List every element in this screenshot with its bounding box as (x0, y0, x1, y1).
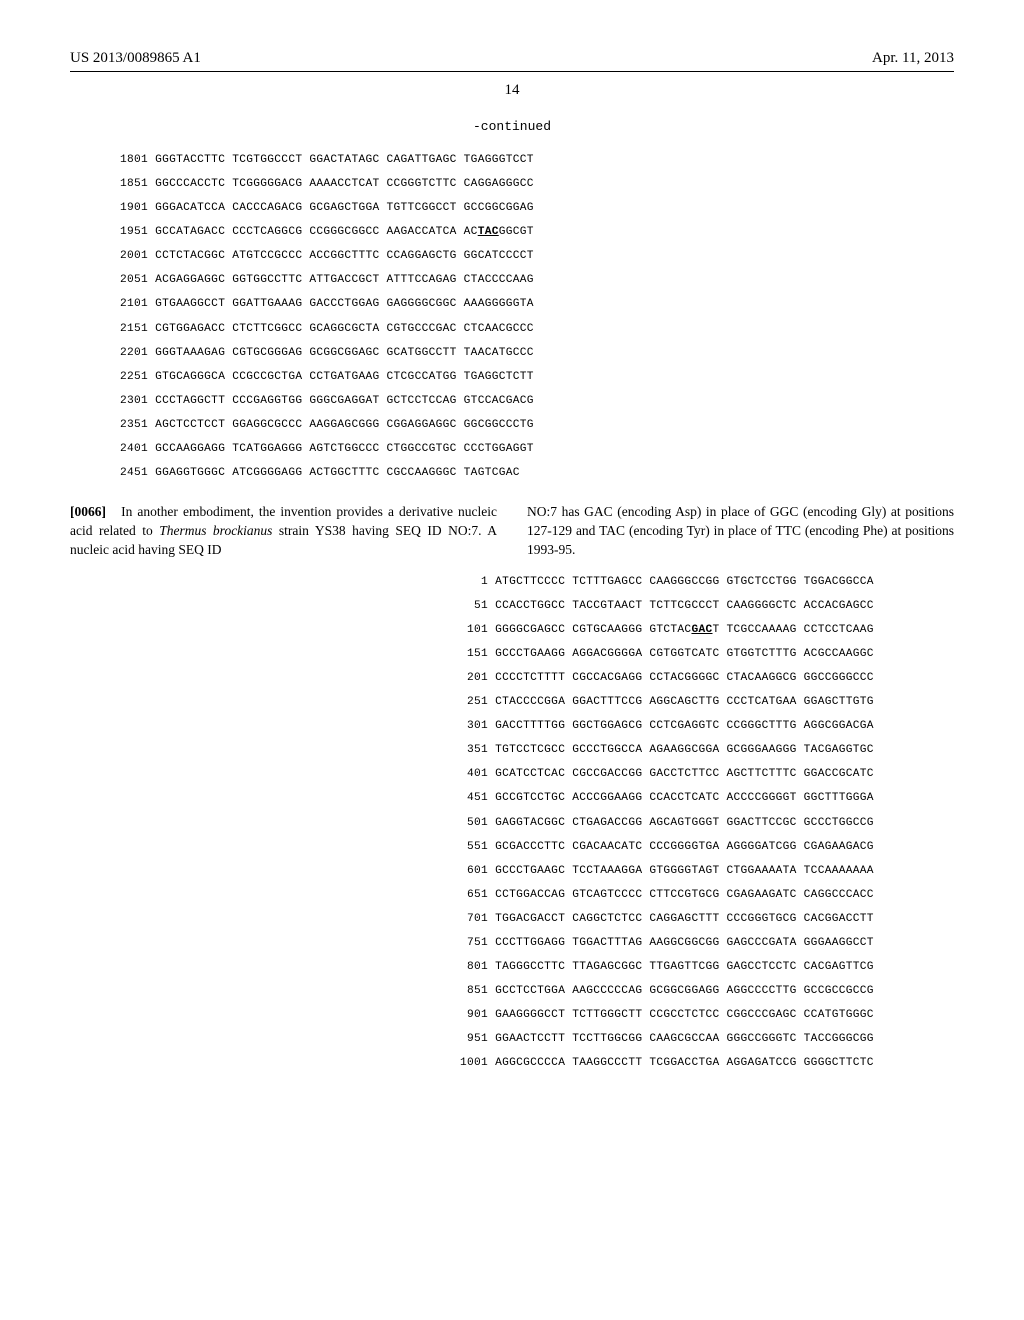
publication-date: Apr. 11, 2013 (872, 50, 954, 67)
sequence-block-2: 1 ATGCTTCCCC TCTTTGAGCC CAAGGGCCGG GTGCT… (460, 570, 954, 1076)
continued-label: -continued (70, 119, 954, 134)
page-header: US 2013/0089865 A1 Apr. 11, 2013 (70, 50, 954, 67)
page-container: US 2013/0089865 A1 Apr. 11, 2013 14 -con… (0, 0, 1024, 1320)
header-rule (70, 71, 954, 72)
paragraph-right-text: NO:7 has GAC (encoding Asp) in place of … (527, 504, 954, 557)
publication-number: US 2013/0089865 A1 (70, 50, 201, 67)
paragraph-left-column: [0066] In another embodiment, the invent… (70, 503, 497, 560)
paragraph-right-column: NO:7 has GAC (encoding Asp) in place of … (527, 503, 954, 560)
paragraph-row: [0066] In another embodiment, the invent… (70, 503, 954, 560)
paragraph-number: [0066] (70, 504, 106, 519)
sequence-block-1: 1801 GGGTACCTTC TCGTGGCCCT GGACTATAGC CA… (120, 148, 954, 485)
page-number: 14 (70, 82, 954, 99)
paragraph-left-italic: Thermus brockianus (159, 523, 272, 538)
